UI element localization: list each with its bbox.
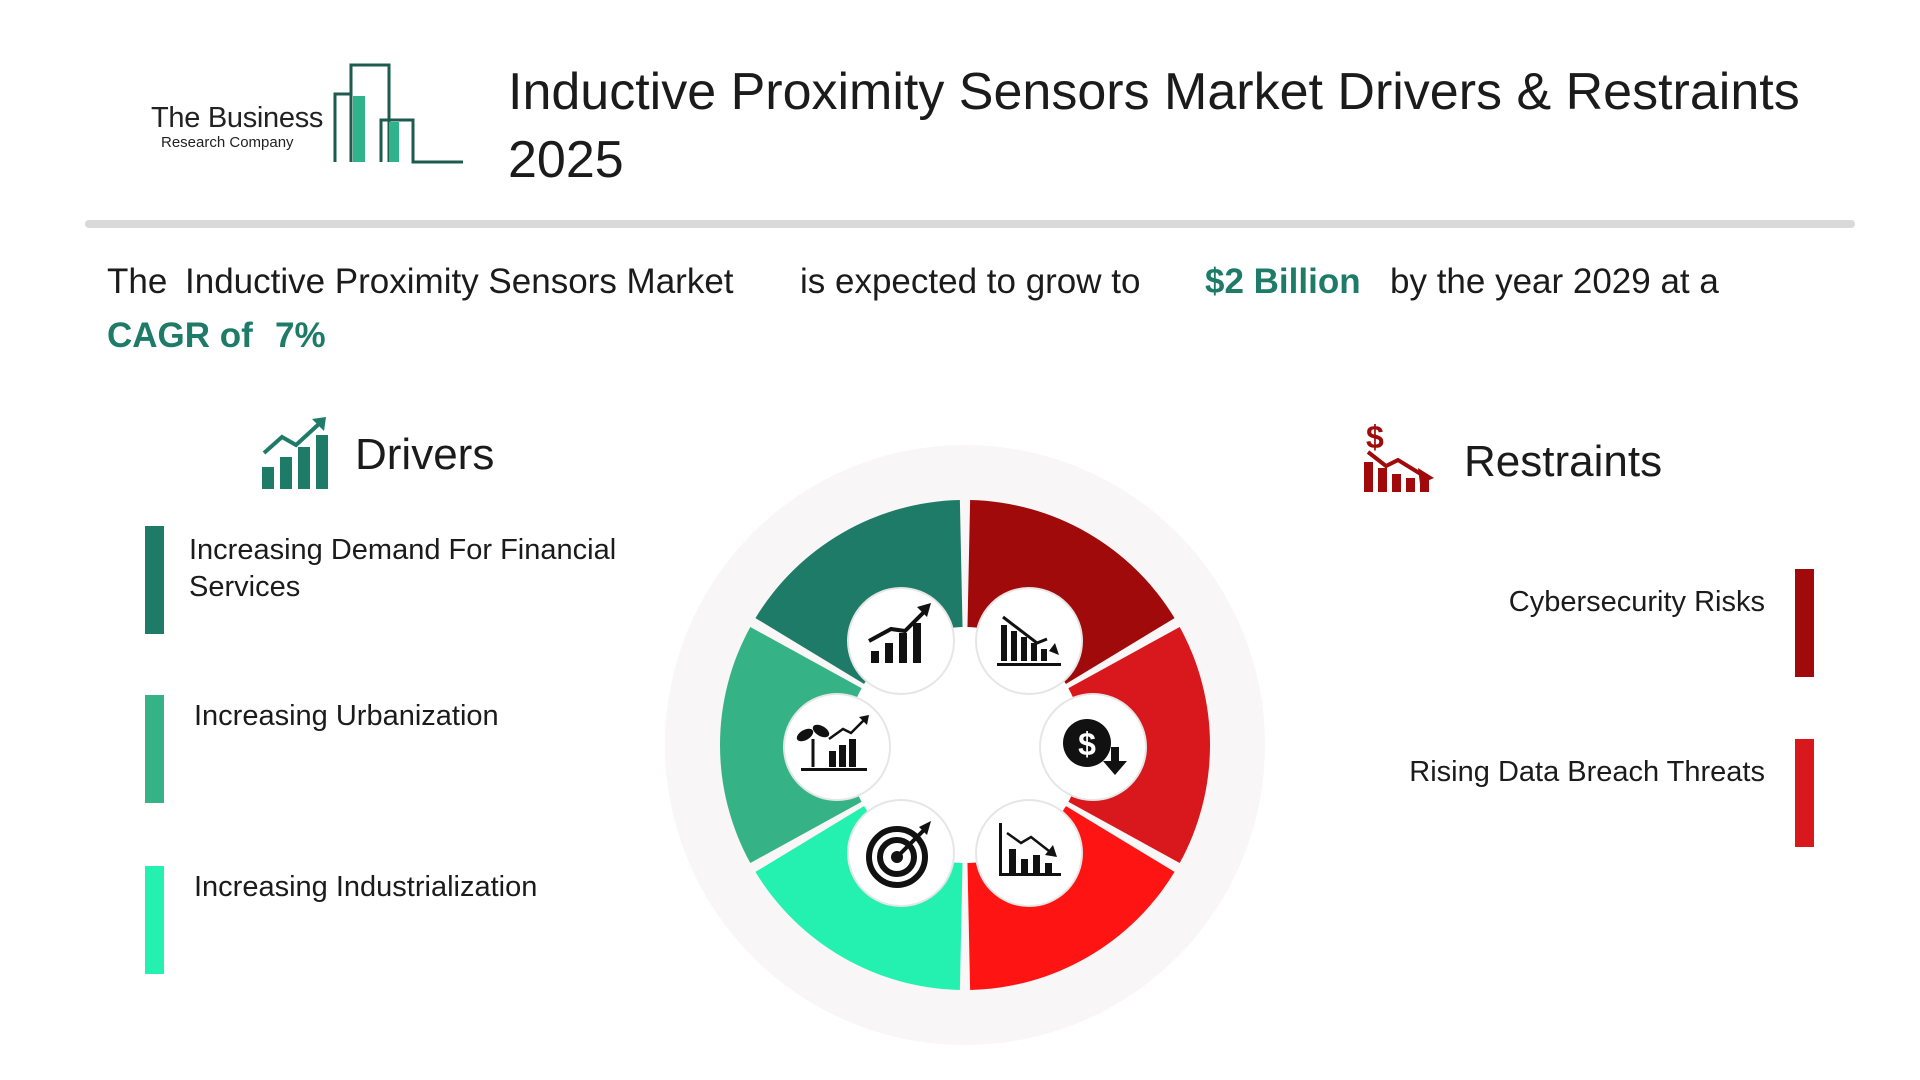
company-logo: The Business Research Company [145,62,475,172]
growth-chart-icon [262,417,328,489]
target-arrow-icon [866,821,931,888]
summary-cagr-label: CAGR of [107,316,253,355]
restraints-heading: Restraints [1464,437,1663,486]
wheel-icon-top-left [847,587,955,695]
logo-buildings-icon [333,63,463,164]
restraint-item-2: Rising Data Breach Threats [1409,756,1765,788]
summary-year-text: by the year 2029 at a [1390,262,1719,301]
driver-bar-2 [145,695,164,803]
wheel-icon-bottom-left [847,799,955,907]
svg-text:$: $ [1366,419,1384,455]
summary-the: The [107,262,168,301]
summary-market-value: $2 Billion [1205,262,1361,301]
page-title: Inductive Proximity Sensors Market Drive… [508,63,1800,189]
wheel-icon-bottom-right [975,799,1083,907]
wheel-icon-left [783,693,891,801]
dollar-decline-icon: $ [1364,419,1434,492]
restraint-item-1: Cybersecurity Risks [1508,586,1765,618]
summary-cagr-value: 7% [275,316,326,355]
driver-bar-1 [145,526,164,634]
summary-market-name: Inductive Proximity Sensors Market [185,262,734,301]
dollar-down-icon: $ [1063,719,1127,775]
wheel-icon-right: $ [1039,693,1147,801]
drivers-heading: Drivers [355,430,495,479]
restraint-bar-2 [1795,739,1814,847]
driver-item-2: Increasing Urbanization [194,700,499,732]
restraint-bar-1 [1795,569,1814,677]
driver-item-3: Increasing Industrialization [194,871,538,903]
logo-name: The Business [151,102,324,134]
plant-growth-chart-icon [796,715,869,771]
driver-item-1: Increasing Demand For Financial Services [189,534,617,603]
drivers-restraints-wheel: $ [665,445,1265,1045]
declining-bar-chart-icon [997,615,1061,666]
driver-bar-3 [145,866,164,974]
svg-text:$: $ [1078,726,1096,762]
falling-trend-chart-icon [999,823,1061,876]
wheel-icon-top-right [975,587,1083,695]
logo-subname: Research Company [161,134,294,151]
title-divider [85,220,1855,228]
rising-bar-chart-icon [868,603,931,663]
summary-growth-text: is expected to grow to [800,262,1141,301]
wheel-segments [720,500,1210,990]
